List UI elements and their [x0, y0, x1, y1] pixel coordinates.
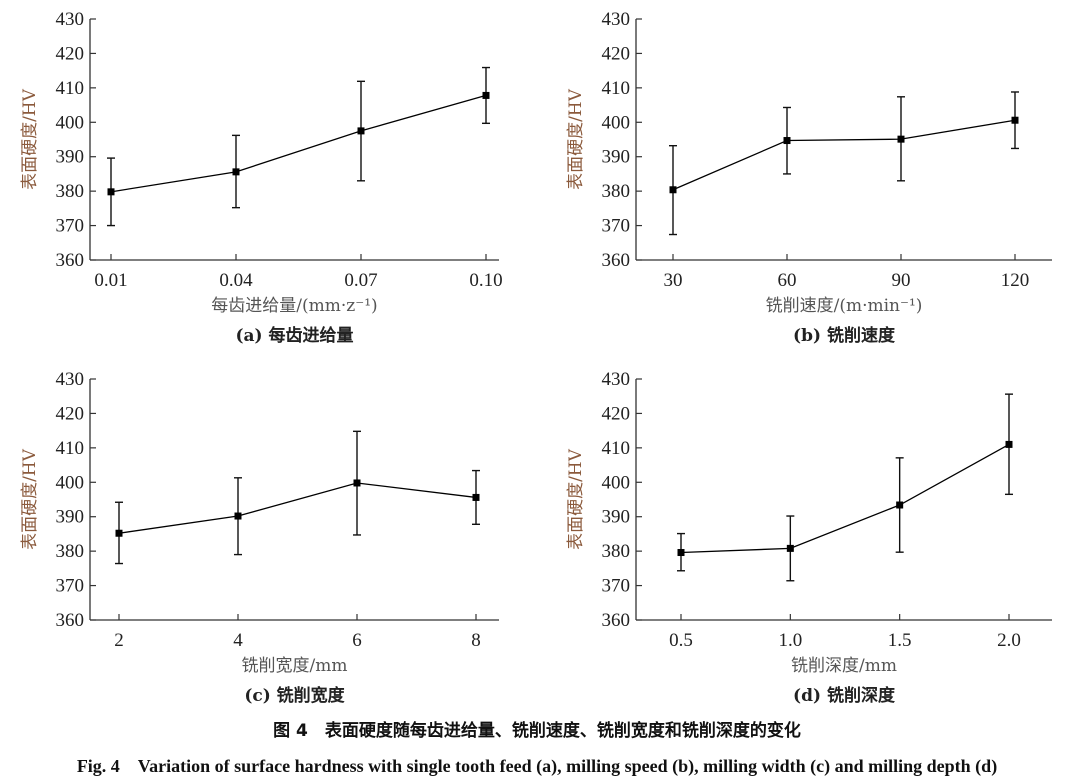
subplot-c: 360 370 380 390 400 410 420 430 2 4 6 8 铣削宽度/mm 表面硬度/… — [20, 369, 499, 706]
y-tick-label: 360 — [56, 610, 85, 631]
y-tick-label: 390 — [56, 147, 85, 168]
y-tick-label: 410 — [56, 438, 85, 459]
y-tick-label: 370 — [602, 576, 631, 597]
y-tick-label: 420 — [602, 43, 631, 64]
y-tick-label: 390 — [602, 147, 631, 168]
figure-caption-cn: 图 4 表面硬度随每齿进给量、铣削速度、铣削宽度和铣削深度的变化 — [273, 721, 801, 741]
x-tick-label: 30 — [664, 270, 683, 291]
data-point — [353, 479, 361, 487]
y-tick-label: 370 — [602, 216, 631, 237]
y-tick-label: 420 — [602, 403, 631, 424]
y-tick-label: 380 — [602, 181, 631, 202]
data-point — [896, 501, 904, 509]
data-point — [677, 549, 685, 557]
y-axis-label: 表面硬度/HV — [20, 448, 40, 550]
data-point — [482, 91, 490, 99]
x-axis-label: 每齿进给量/(mm·z⁻¹) — [211, 296, 377, 316]
y-tick-label: 360 — [602, 250, 631, 271]
y-tick-label: 430 — [56, 369, 85, 390]
data-point — [115, 529, 123, 537]
x-tick-label: 4 — [233, 630, 243, 651]
y-tick-label: 410 — [56, 78, 85, 99]
series-line — [672, 119, 1016, 191]
x-tick-label: 2.0 — [997, 630, 1021, 651]
y-tick-label: 400 — [56, 112, 85, 133]
x-tick-label: 1.5 — [888, 630, 912, 651]
y-tick-label: 420 — [56, 403, 85, 424]
data-point — [232, 168, 240, 176]
x-axis-label: 铣削宽度/mm — [242, 656, 348, 676]
series-line — [118, 482, 477, 534]
x-tick-label: 60 — [778, 270, 797, 291]
data-point — [786, 544, 794, 552]
data-point — [783, 137, 791, 145]
y-tick-label: 400 — [602, 472, 631, 493]
y-tick-label: 380 — [602, 541, 631, 562]
data-point — [1011, 116, 1019, 124]
y-tick-label: 400 — [602, 112, 631, 133]
y-tick-label: 400 — [56, 472, 85, 493]
y-tick-label: 410 — [602, 78, 631, 99]
x-tick-label: 0.07 — [344, 270, 377, 291]
data-point — [107, 188, 115, 196]
y-tick-label: 360 — [56, 250, 85, 271]
data-point — [357, 127, 365, 135]
data-point — [669, 186, 677, 194]
x-tick-label: 0.5 — [669, 630, 693, 651]
series-line — [680, 443, 1010, 554]
y-tick-label: 390 — [602, 507, 631, 528]
subplot-a: 360 370 380 390 400 410 420 430 0.01 0.04 0.07 0.10… — [20, 9, 503, 346]
subplot-caption: (c) 铣削宽度 — [244, 685, 345, 706]
x-tick-label: 2 — [114, 630, 124, 651]
x-axis-label: 铣削深度/mm — [791, 656, 897, 676]
x-tick-label: 0.01 — [94, 270, 127, 291]
data-point — [1005, 440, 1013, 448]
x-tick-label: 1.0 — [778, 630, 802, 651]
data-point — [472, 493, 480, 501]
subplot-d: 360 370 380 390 400 410 420 430 0.5 1.0 1.5 2.0 铣削深度… — [566, 369, 1052, 706]
x-tick-label: 6 — [352, 630, 362, 651]
x-tick-label: 90 — [892, 270, 911, 291]
x-tick-label: 8 — [471, 630, 481, 651]
y-tick-label: 380 — [56, 541, 85, 562]
y-tick-label: 370 — [56, 216, 85, 237]
data-point — [897, 135, 905, 143]
y-tick-label: 420 — [56, 43, 85, 64]
data-point — [234, 512, 242, 520]
y-tick-label: 370 — [56, 576, 85, 597]
x-axis-label: 铣削速度/(m·min⁻¹) — [766, 296, 923, 316]
subplot-caption: (a) 每齿进给量 — [235, 325, 353, 346]
subplot-b: 360 370 380 390 400 410 420 430 30 60 90 120 铣削速度/(m… — [566, 9, 1052, 346]
subplot-caption: (d) 铣削深度 — [793, 685, 896, 706]
figure-caption-en: Fig. 4 Variation of surface hardness wit… — [76, 756, 998, 776]
series-line — [110, 94, 487, 193]
x-tick-label: 0.04 — [219, 270, 253, 291]
x-tick-label: 0.10 — [469, 270, 502, 291]
y-tick-label: 430 — [56, 9, 85, 30]
y-tick-label: 360 — [602, 610, 631, 631]
subplot-caption: (b) 铣削速度 — [793, 325, 896, 346]
y-axis-label: 表面硬度/HV — [566, 88, 586, 190]
y-tick-label: 430 — [602, 369, 631, 390]
y-axis-label: 表面硬度/HV — [20, 88, 40, 190]
y-tick-label: 410 — [602, 438, 631, 459]
y-axis-label: 表面硬度/HV — [566, 448, 586, 550]
y-tick-label: 390 — [56, 507, 85, 528]
y-tick-label: 380 — [56, 181, 85, 202]
x-tick-label: 120 — [1001, 270, 1030, 291]
y-tick-label: 430 — [602, 9, 631, 30]
